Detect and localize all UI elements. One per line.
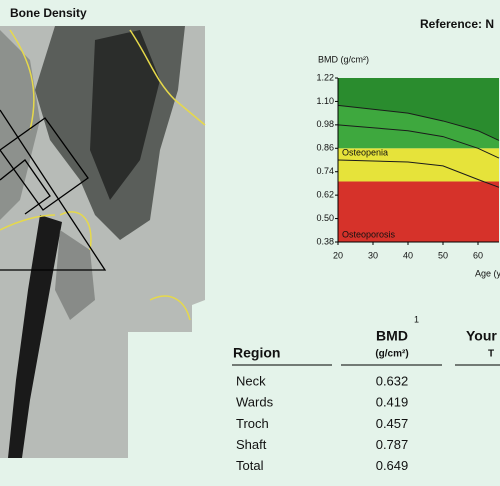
x-axis-label: Age (year [475, 268, 500, 278]
column-header: Your [466, 328, 497, 344]
chart: BMD (g/cm²) Age (year Osteoporosis Osteop… [316, 54, 500, 278]
x-tick-label: 30 [368, 250, 378, 260]
band-label: Osteoporosis [342, 229, 396, 239]
report-title: Bone Density [10, 6, 87, 20]
reference: Reference: N [420, 17, 494, 31]
region-name: Neck [236, 373, 266, 388]
bmd-value: 0.632 [376, 373, 409, 388]
bmd-value: 0.457 [376, 416, 409, 431]
band [338, 181, 499, 242]
column-header: BMD [376, 328, 408, 344]
footnote-marker: 1 [414, 314, 419, 324]
column-unit: T [488, 349, 494, 360]
y-tick-label: 0.74 [316, 166, 334, 176]
x-tick-label: 60 [473, 250, 483, 260]
y-tick-label: 0.98 [316, 119, 334, 129]
band-label: Osteopenia [342, 148, 388, 158]
column-header: Region [233, 345, 280, 361]
reference-line [337, 124, 500, 159]
y-tick-label: 0.50 [316, 213, 334, 223]
y-tick-label: 1.10 [316, 96, 334, 106]
y-tick-label: 0.38 [316, 236, 334, 246]
scan-image [0, 26, 206, 458]
x-tick-label: 20 [333, 250, 343, 260]
x-tick-label: 40 [403, 250, 413, 260]
region-name: Troch [236, 416, 269, 431]
bmd-value: 0.419 [376, 395, 409, 410]
region-name: Shaft [236, 437, 267, 452]
y-tick-label: 0.86 [316, 143, 334, 153]
x-tick-label: 50 [438, 250, 448, 260]
reference-line [337, 104, 500, 141]
region-name: Total [236, 458, 264, 473]
y-tick-label: 0.62 [316, 190, 334, 200]
results-table: Region BMD 1 (g/cm²) Your T Neck 0.632 War… [232, 314, 500, 473]
band [338, 148, 499, 182]
reference-line [337, 159, 500, 188]
y-tick-label: 1.22 [316, 72, 334, 82]
column-unit: (g/cm²) [375, 349, 408, 360]
bmd-value: 0.787 [376, 437, 409, 452]
y-axis-label: BMD (g/cm²) [318, 54, 369, 64]
region-name: Wards [236, 395, 274, 410]
bmd-value: 0.649 [376, 458, 409, 473]
